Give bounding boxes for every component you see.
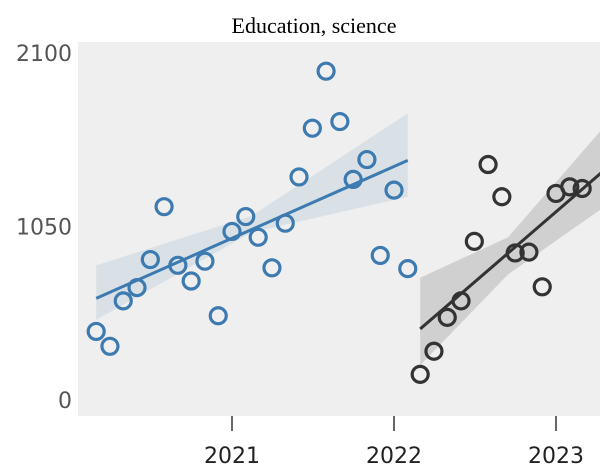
point-s2-10 (532, 277, 552, 297)
y-tick-label: 0 (58, 389, 72, 414)
trend-lines (95, 159, 600, 331)
point-s2-1 (410, 364, 430, 384)
chart-title: Education, science (232, 13, 397, 38)
x-axis: 2021 2022 2023 (204, 416, 584, 466)
point-s1-19 (330, 111, 350, 132)
point-s1-6 (154, 197, 174, 217)
point-s1-18 (316, 61, 336, 81)
point-s1-9 (195, 251, 215, 271)
point-s1-16 (289, 167, 309, 187)
confidence-band-1 (96, 113, 408, 320)
point-s2-12 (560, 177, 580, 197)
y-tick-label: 2100 (16, 42, 72, 67)
point-s1-10 (208, 306, 228, 326)
x-tick-label: 2023 (528, 444, 584, 466)
x-tick-label: 2022 (366, 444, 422, 466)
point-s1-24 (398, 259, 418, 279)
point-s1-14 (262, 258, 282, 278)
y-tick-label: 1050 (16, 216, 72, 241)
point-s2-4 (451, 291, 471, 311)
point-s1-20 (343, 169, 363, 190)
point-s1-3 (113, 291, 133, 311)
point-s1-4 (127, 278, 147, 298)
point-s2-13 (572, 178, 592, 199)
trend-line-1 (95, 159, 409, 300)
point-s1-13 (248, 227, 268, 247)
point-s2-6 (478, 154, 498, 175)
x-tick-label: 2021 (204, 444, 260, 466)
point-s1-7 (168, 255, 188, 275)
point-s2-5 (464, 231, 484, 251)
data-points (86, 61, 592, 384)
plot-background (78, 42, 600, 416)
point-s2-7 (492, 187, 512, 207)
point-s2-2 (424, 341, 444, 361)
point-s1-21 (357, 149, 377, 170)
point-s1-17 (302, 118, 322, 138)
point-s1-23 (384, 180, 404, 200)
point-s2-3 (437, 307, 457, 327)
point-s1-1 (86, 321, 106, 342)
point-s1-5 (140, 249, 160, 270)
trend-line-2 (419, 171, 600, 331)
point-s2-8 (505, 243, 525, 263)
point-s1-12 (236, 206, 256, 227)
point-s1-15 (275, 213, 295, 233)
point-s1-11 (222, 221, 242, 242)
point-s2-9 (519, 242, 539, 262)
point-s1-8 (181, 271, 201, 291)
y-axis: 0 1050 2100 (16, 42, 72, 414)
point-s1-2 (100, 336, 120, 356)
point-s1-22 (370, 245, 390, 266)
